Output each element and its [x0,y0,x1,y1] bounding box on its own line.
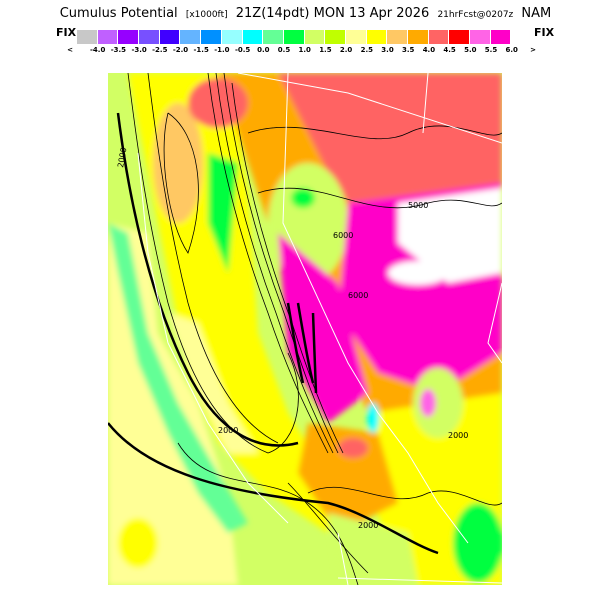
colorbar-tick-label: -2.5 [152,46,168,54]
contour-label: 6000 [348,291,368,300]
colorbar-tick-label: -4.0 [90,46,106,54]
colorbar-swatch [345,30,366,44]
colorbar-swatch [139,30,159,44]
colorbar-swatch [159,30,180,44]
contour-label: 2000 [448,431,468,440]
colorbar-swatch [387,30,407,44]
contour-label-group: 2000 2000 6000 6000 5000 2000 2000 [116,147,468,530]
colorbar-swatch [221,30,242,44]
forecast-text: 21hrFcst@0207z [437,10,514,20]
title-text: Cumulus Potential [59,6,178,21]
colorbar-tick-label: 5.5 [484,46,498,54]
colorbar-swatch [325,30,345,44]
colorbar-tick-label: -3.5 [110,46,127,54]
coastal-green [108,223,248,533]
valid-time-text: 21Z(14pdt) MON 13 Apr 2026 [235,6,430,21]
state-borders [137,73,502,585]
colorbar-tick-label: 5.0 [464,46,477,54]
colorbar-tick-label: < [67,46,73,54]
thick-contours [108,112,439,555]
colorbar-tick-label: -0.5 [234,46,251,54]
colorbar-swatch [304,30,325,44]
colorbar-swatch [77,30,97,44]
colorbar-tick-label: 6.0 [505,46,518,54]
model-text: NAM [521,6,552,21]
colorbar-swatch [263,30,283,44]
colorbar-swatch [242,30,263,44]
colorbar-tick-label: -1.5 [193,46,209,54]
colorbar-tick-label: 3.0 [381,46,394,54]
units-text: [x1000ft] [185,10,228,20]
contour-label: 2000 [116,147,128,169]
valley-green [208,153,238,273]
colorbar-swatch [97,30,118,44]
colorbar-swatch [408,30,428,44]
colorbar-tick-label: -2.0 [172,46,189,54]
colorbar-tick-label: -1.0 [214,46,230,54]
colorbar-swatch [180,30,201,44]
colorbar-swatch [366,30,387,44]
colorbar-tick-label: 4.0 [422,46,436,54]
contour-label: 2000 [218,426,238,435]
colorbar-tick-label: 2.5 [360,46,373,54]
colorbar-tick-label: 0.5 [277,46,291,54]
colorbar-tick-label: 0.0 [257,46,270,54]
cumulus-potential-map: 2000 2000 6000 6000 5000 2000 2000 [108,73,502,585]
colorbar-labels: < -4.0 -3.5 -3.0 -2.5 -2.0 -1.5 -1.0 -0.5 0.0 0.5 1… [0,46,611,58]
colorbar-tick-label: 2.0 [339,46,353,54]
colorbar-swatch [118,30,139,44]
colorbar-tick-label: 4.5 [443,46,456,54]
colorbar-swatch [470,30,490,44]
contour-label: 2000 [358,521,378,530]
colorbar [77,30,511,44]
colorbar-tick-label: 1.5 [319,46,332,54]
chart-title: Cumulus Potential [x1000ft] 21Z(14pdt) M… [0,6,611,21]
colorbar-swatch [490,30,511,44]
colorbar-swatch [428,30,449,44]
colorbar-tick-label: -3.0 [131,46,147,54]
contour-lines [127,73,502,585]
shaded-field [108,73,502,585]
contour-label: 6000 [333,231,353,240]
colorbar-swatch [201,30,221,44]
colorbar-swatch [449,30,470,44]
colorbar-tick-label: 3.5 [401,46,415,54]
colorbar-tick-label: 1.0 [298,46,311,54]
fix-right-label: FIX [534,26,555,39]
fix-left-label: FIX [56,26,77,39]
colorbar-tick-label: > [530,46,536,54]
white-region [398,188,502,283]
colorbar-swatch [283,30,304,44]
contour-label: 5000 [408,201,428,210]
